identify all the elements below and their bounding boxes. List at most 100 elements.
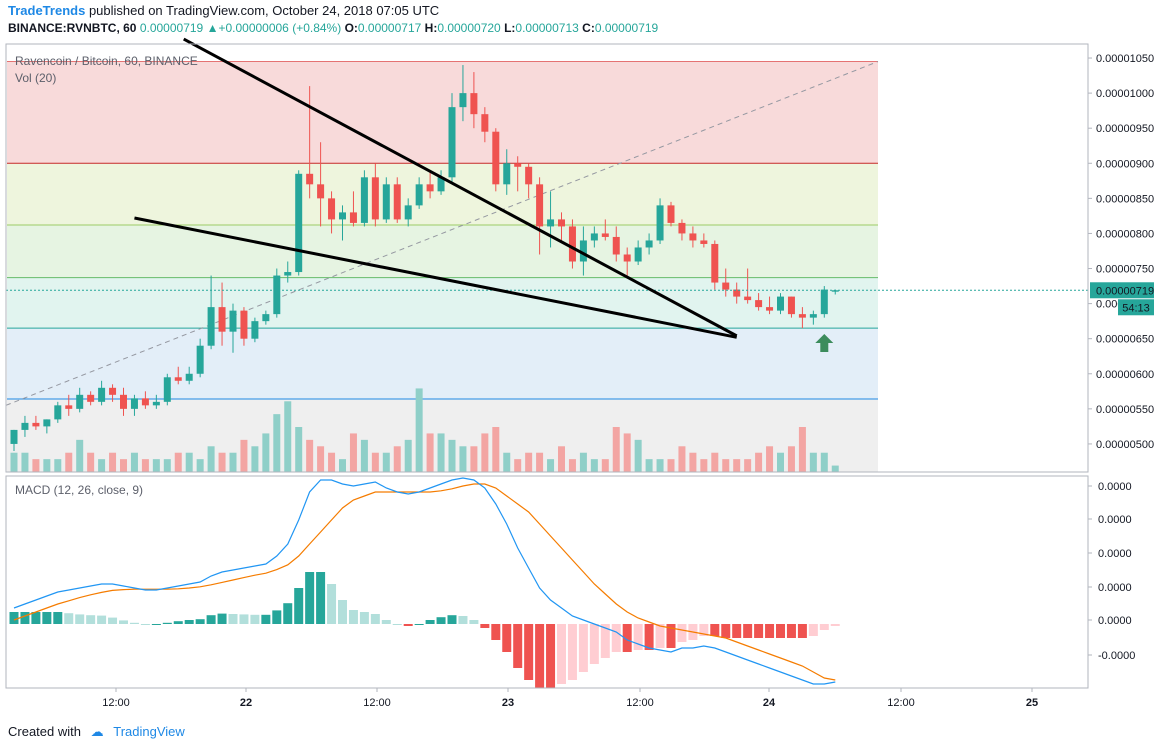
candle-body[interactable]: [558, 219, 565, 227]
candle-body[interactable]: [262, 314, 270, 322]
candle-body[interactable]: [174, 377, 182, 381]
candle-body[interactable]: [76, 394, 84, 409]
candle-body[interactable]: [503, 163, 511, 185]
candle-body[interactable]: [612, 236, 620, 255]
candle-body[interactable]: [339, 212, 346, 220]
macd-histogram-bar: [9, 612, 19, 624]
macd-histogram-bar: [184, 620, 194, 624]
candle-body[interactable]: [98, 387, 106, 402]
candle-body[interactable]: [371, 177, 379, 220]
candle-body[interactable]: [317, 184, 325, 199]
candle-body[interactable]: [459, 93, 467, 108]
trendline-lower[interactable]: [134, 216, 737, 339]
candle-body[interactable]: [349, 212, 357, 223]
candle-body[interactable]: [32, 422, 40, 427]
candle-body[interactable]: [382, 184, 390, 220]
candle-body[interactable]: [809, 314, 817, 318]
candle-body[interactable]: [141, 398, 149, 406]
candle-body[interactable]: [43, 419, 51, 427]
candle-body[interactable]: [21, 422, 29, 430]
candle-body[interactable]: [656, 205, 664, 241]
candle-body[interactable]: [568, 226, 576, 262]
time-tick-label: 12:00: [363, 697, 391, 709]
candle-body[interactable]: [120, 394, 127, 409]
macd-histogram-bar: [611, 624, 621, 652]
candle-body[interactable]: [185, 373, 193, 381]
macd-pane[interactable]: MACD (12, 26, close, 9): [9, 477, 840, 688]
candle-body[interactable]: [426, 184, 434, 192]
candle-body[interactable]: [645, 240, 653, 248]
candle-body[interactable]: [700, 240, 708, 244]
candle-body[interactable]: [787, 296, 795, 315]
volume-bar: [218, 452, 226, 472]
last-price-tag: [1090, 282, 1154, 299]
candle-body[interactable]: [755, 300, 763, 308]
candle-body[interactable]: [360, 177, 368, 223]
candle-body[interactable]: [207, 307, 215, 346]
candle-body[interactable]: [820, 289, 828, 315]
candle-body[interactable]: [54, 405, 62, 420]
volume-bar: [667, 459, 675, 472]
candle-body[interactable]: [689, 233, 697, 241]
candle-body[interactable]: [492, 131, 500, 185]
price-change: +0.00000006 (+0.84%): [218, 21, 342, 35]
candle-body[interactable]: [722, 282, 730, 290]
candle-body[interactable]: [667, 205, 675, 223]
candle-body[interactable]: [251, 321, 259, 339]
candle-body[interactable]: [152, 401, 160, 406]
candle-body[interactable]: [393, 184, 401, 220]
candle-body[interactable]: [163, 377, 171, 402]
candle-body[interactable]: [65, 405, 73, 409]
candle-body[interactable]: [306, 173, 314, 185]
candle-body[interactable]: [601, 233, 609, 237]
macd-histogram-bar: [228, 614, 238, 624]
candle-body[interactable]: [744, 296, 752, 301]
candle-body[interactable]: [437, 177, 445, 192]
candle-body[interactable]: [634, 247, 642, 262]
tradingview-cloud-icon[interactable]: ☁: [90, 724, 104, 739]
tradingview-link[interactable]: TradingView: [113, 724, 185, 739]
macd-histogram-bar: [425, 620, 435, 624]
candle-body[interactable]: [470, 93, 478, 115]
candle-body[interactable]: [536, 184, 544, 227]
macd-histogram-bar: [42, 612, 52, 624]
candle-body[interactable]: [273, 275, 281, 315]
candle-body[interactable]: [623, 254, 631, 262]
candle-body[interactable]: [229, 310, 237, 332]
candle-body[interactable]: [525, 166, 533, 185]
candle-body[interactable]: [295, 173, 303, 273]
candle-body[interactable]: [196, 345, 204, 374]
author-name[interactable]: TradeTrends: [8, 3, 86, 18]
candle-body[interactable]: [514, 163, 522, 167]
candle-body[interactable]: [711, 243, 719, 283]
time-tick-label: 24: [763, 697, 776, 709]
candle-body[interactable]: [547, 219, 555, 227]
volume-bar: [601, 459, 609, 472]
volume-bar: [448, 439, 456, 472]
candle-body[interactable]: [284, 272, 292, 276]
candle-body[interactable]: [328, 198, 336, 220]
candle-body[interactable]: [733, 289, 741, 297]
candle-body[interactable]: [240, 310, 248, 339]
price-pane[interactable]: Ravencoin / Bitcoin, 60, BINANCE Vol (20): [5, 37, 1088, 472]
volume-bar: [10, 452, 18, 472]
candle-body[interactable]: [777, 296, 784, 311]
candle-body[interactable]: [579, 240, 587, 262]
candle-body[interactable]: [798, 314, 806, 318]
candle-body[interactable]: [678, 222, 686, 234]
candle-body[interactable]: [218, 307, 226, 332]
candle-body[interactable]: [590, 233, 598, 241]
candle-body[interactable]: [481, 114, 489, 132]
candle-body[interactable]: [448, 107, 456, 178]
candle-body[interactable]: [766, 307, 774, 311]
candle-body[interactable]: [404, 205, 412, 220]
candle-body[interactable]: [831, 290, 839, 292]
volume-bar: [568, 459, 576, 472]
candle-body[interactable]: [109, 387, 117, 395]
candle-body[interactable]: [415, 184, 423, 206]
candle-body[interactable]: [10, 429, 18, 444]
trendline-upper[interactable]: [183, 37, 738, 338]
candle-body[interactable]: [130, 398, 138, 409]
candle-body[interactable]: [87, 394, 95, 402]
